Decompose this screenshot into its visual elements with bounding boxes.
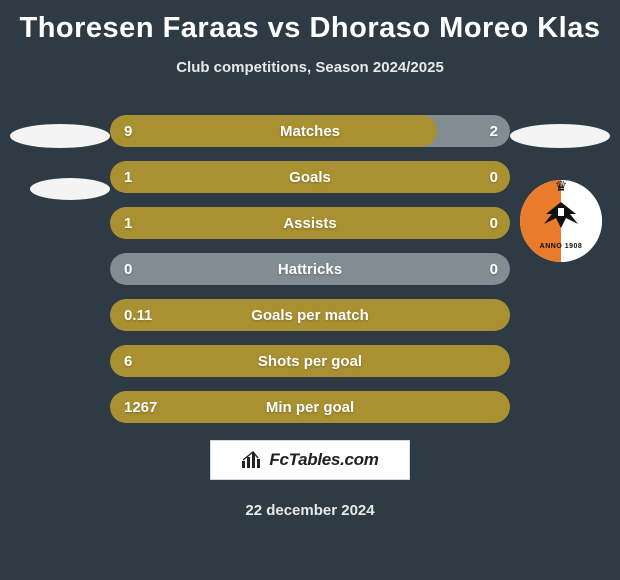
footer-logo: FcTables.com — [210, 440, 410, 480]
stat-bar-fill — [110, 299, 510, 331]
stat-bar-track — [110, 207, 510, 239]
stat-bar-fill — [110, 391, 510, 423]
stat-bar-track — [110, 161, 510, 193]
stat-bar-fill — [110, 207, 510, 239]
stat-row: Assists10 — [0, 200, 620, 246]
stat-row: Shots per goal6 — [0, 338, 620, 384]
stat-bar-track — [110, 299, 510, 331]
stat-row: Goals per match0.11 — [0, 292, 620, 338]
stat-bar-track — [110, 115, 510, 147]
stat-row: Goals10 — [0, 154, 620, 200]
page-title: Thoresen Faraas vs Dhoraso Moreo Klas — [0, 0, 620, 45]
page-subtitle: Club competitions, Season 2024/2025 — [0, 59, 620, 76]
footer-date: 22 december 2024 — [0, 502, 620, 519]
stat-bar-bg — [110, 253, 510, 285]
stat-bar-track — [110, 391, 510, 423]
footer-logo-text: FcTables.com — [269, 450, 378, 470]
stat-bar-fill — [110, 345, 510, 377]
stat-bar-track — [110, 345, 510, 377]
stat-bar-fill — [110, 161, 510, 193]
stat-row: Matches92 — [0, 108, 620, 154]
stat-bar-fill — [110, 115, 437, 147]
stat-row: Min per goal1267 — [0, 384, 620, 430]
stat-bar-track — [110, 253, 510, 285]
stats-rows: Matches92Goals10Assists10Hattricks00Goal… — [0, 108, 620, 430]
stat-row: Hattricks00 — [0, 246, 620, 292]
bars-icon — [241, 451, 263, 469]
